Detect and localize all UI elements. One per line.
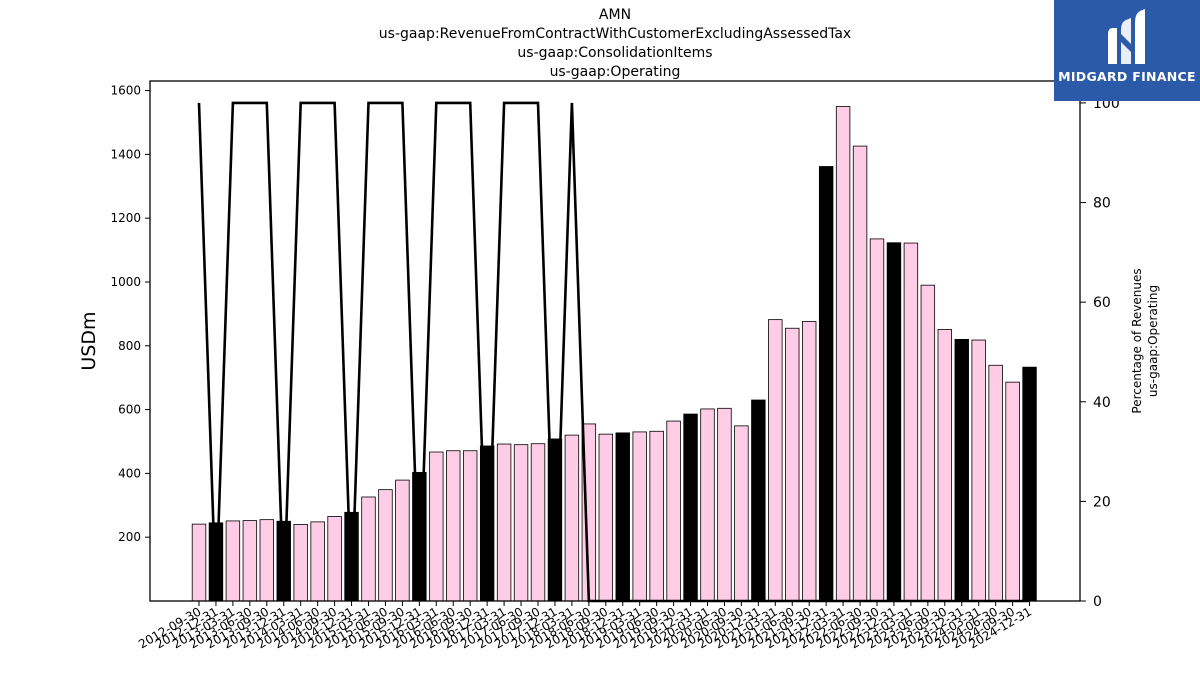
y-tick-label-400: 400 [118,466,141,480]
bar-2022-09-30 [869,238,885,602]
y2-tick-label-20: 20 [1093,494,1111,510]
bar-2012-09-30 [191,523,207,602]
y2-axis-label-line-1: Percentage of Revenues [1130,268,1144,413]
bar-2017-09-30 [530,443,546,602]
y-tick-label-1400: 1400 [110,147,141,161]
bar-2014-03-31 [293,524,308,602]
y-tick-label-1000: 1000 [110,275,141,289]
bar-2024-03-31 [971,339,986,602]
chart-title-line-1: AMN [598,7,632,23]
y-tick-label-1600: 1600 [110,84,141,98]
bar-2013-09-30 [259,519,275,602]
bar-2021-03-31 [768,319,783,602]
bar-2019-12-31 [683,413,698,602]
chart-title-line-3: us-gaap:ConsolidationItems [517,45,713,61]
y2-tick-label-60: 60 [1093,295,1111,311]
bar-2022-06-30 [852,145,868,602]
bar-2024-09-30 [1005,381,1020,602]
bar-2023-09-30 [937,329,953,602]
y2-tick-label-80: 80 [1093,196,1111,212]
bar-2020-12-31 [751,399,766,602]
bar-2024-06-30 [988,364,1003,602]
bar-2016-06-30 [446,450,461,602]
bar-2021-09-30 [802,321,817,602]
bar-2017-03-31 [496,443,512,602]
bar-2021-06-30 [785,327,800,602]
y-axis-label: USDm [78,311,100,370]
bar-2018-03-31 [564,434,580,602]
chart-title-line-4: us-gaap:Operating [549,64,681,80]
bar-2018-09-30 [598,433,614,602]
bar-2014-06-30 [310,521,325,602]
bar-2023-12-31 [954,338,969,602]
bar-2013-03-31 [225,520,241,602]
y-tick-label-1200: 1200 [110,211,141,225]
bar-2020-09-30 [734,425,749,602]
chart-title: AMN us-gaap:RevenueFromContractWithCusto… [0,6,1200,82]
midgard-finance-logo: MIDGARD FINANCE [1054,0,1200,101]
bar-2014-09-30 [327,516,342,602]
bar-2022-12-31 [886,242,902,602]
bar-2020-03-31 [700,408,715,602]
y2-tick-label-0: 0 [1093,594,1102,610]
y-tick-label-600: 600 [118,403,141,417]
y-tick-label-200: 200 [118,530,141,544]
bar-2016-09-30 [462,450,478,602]
bar-2022-03-31 [835,106,851,602]
bar-2019-09-30 [666,420,681,602]
bar-2015-06-30 [378,489,393,602]
plot-frame [149,80,1081,602]
bar-2019-03-31 [632,431,647,602]
bar-2015-03-31 [361,496,376,602]
chart-title-line-2: us-gaap:RevenueFromContractWithCustomerE… [378,26,852,42]
bar-2020-06-30 [717,407,732,602]
bar-2017-06-30 [513,444,529,602]
bar-2024-12-31 [1022,366,1037,602]
bar-2015-09-30 [395,479,410,602]
bar-2021-12-31 [818,166,834,602]
bar-2023-06-30 [920,284,936,602]
bar-2023-03-31 [903,242,919,602]
bar-2019-06-30 [649,430,664,602]
bar-2013-06-30 [242,520,258,602]
y-tick-label-800: 800 [118,339,141,353]
logo-mark-icon [1108,9,1145,64]
bar-2018-12-31 [615,432,630,602]
y2-tick-label-40: 40 [1093,395,1111,411]
bar-2016-03-31 [429,451,444,602]
y2-axis-label-line-2: us-gaap:Operating [1146,285,1160,397]
logo-text: MIDGARD FINANCE [1058,69,1196,84]
